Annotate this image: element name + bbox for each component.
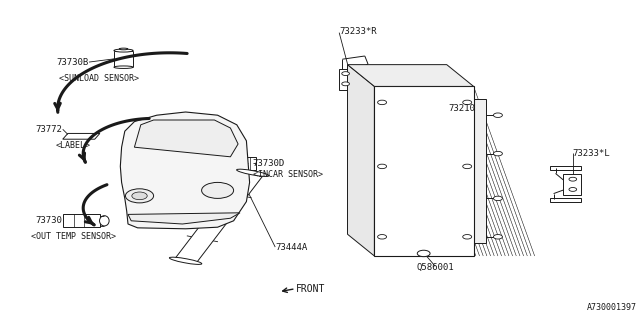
Bar <box>474 99 486 243</box>
Circle shape <box>569 177 577 181</box>
Bar <box>563 174 581 195</box>
Text: 73730D: 73730D <box>253 159 285 168</box>
Ellipse shape <box>237 169 269 176</box>
Polygon shape <box>348 65 474 86</box>
Circle shape <box>493 113 502 117</box>
Polygon shape <box>374 86 474 256</box>
Circle shape <box>378 100 387 105</box>
Text: 73444A: 73444A <box>275 244 307 252</box>
Circle shape <box>378 235 387 239</box>
Text: <SUNLOAD SENSOR>: <SUNLOAD SENSOR> <box>60 74 140 83</box>
Circle shape <box>569 188 577 191</box>
Bar <box>63 214 100 227</box>
Bar <box>237 157 256 170</box>
Circle shape <box>125 189 154 203</box>
Text: 73233*L: 73233*L <box>573 149 611 158</box>
Text: 73730: 73730 <box>35 216 62 225</box>
Circle shape <box>493 235 502 239</box>
Circle shape <box>378 164 387 169</box>
Polygon shape <box>128 213 240 224</box>
Text: <INCAR SENSOR>: <INCAR SENSOR> <box>253 170 323 179</box>
Ellipse shape <box>114 66 133 68</box>
Circle shape <box>463 100 472 105</box>
Polygon shape <box>175 171 264 263</box>
Text: A730001397: A730001397 <box>587 303 637 312</box>
Circle shape <box>463 164 472 169</box>
Polygon shape <box>120 112 250 229</box>
Text: 73730B: 73730B <box>56 58 88 67</box>
Text: 73233*R: 73233*R <box>339 28 377 36</box>
Bar <box>550 198 581 202</box>
Polygon shape <box>348 65 374 256</box>
Circle shape <box>493 151 502 156</box>
Text: <OUT TEMP SENSOR>: <OUT TEMP SENSOR> <box>31 232 116 241</box>
Circle shape <box>417 250 430 257</box>
Text: FRONT: FRONT <box>296 284 326 294</box>
Ellipse shape <box>170 257 202 264</box>
Circle shape <box>202 182 234 198</box>
Circle shape <box>493 196 502 201</box>
Bar <box>339 69 358 90</box>
Ellipse shape <box>114 49 133 52</box>
Text: 73772: 73772 <box>35 125 62 134</box>
Ellipse shape <box>100 216 109 226</box>
Circle shape <box>463 235 472 239</box>
Circle shape <box>342 72 349 76</box>
Bar <box>550 166 581 170</box>
Text: <LABEL>: <LABEL> <box>56 141 91 150</box>
Circle shape <box>342 82 349 86</box>
Text: Q586001: Q586001 <box>417 263 454 272</box>
Circle shape <box>132 192 147 200</box>
Polygon shape <box>134 120 238 157</box>
Ellipse shape <box>119 48 128 50</box>
Polygon shape <box>63 133 100 139</box>
Text: 73210: 73210 <box>448 104 475 113</box>
